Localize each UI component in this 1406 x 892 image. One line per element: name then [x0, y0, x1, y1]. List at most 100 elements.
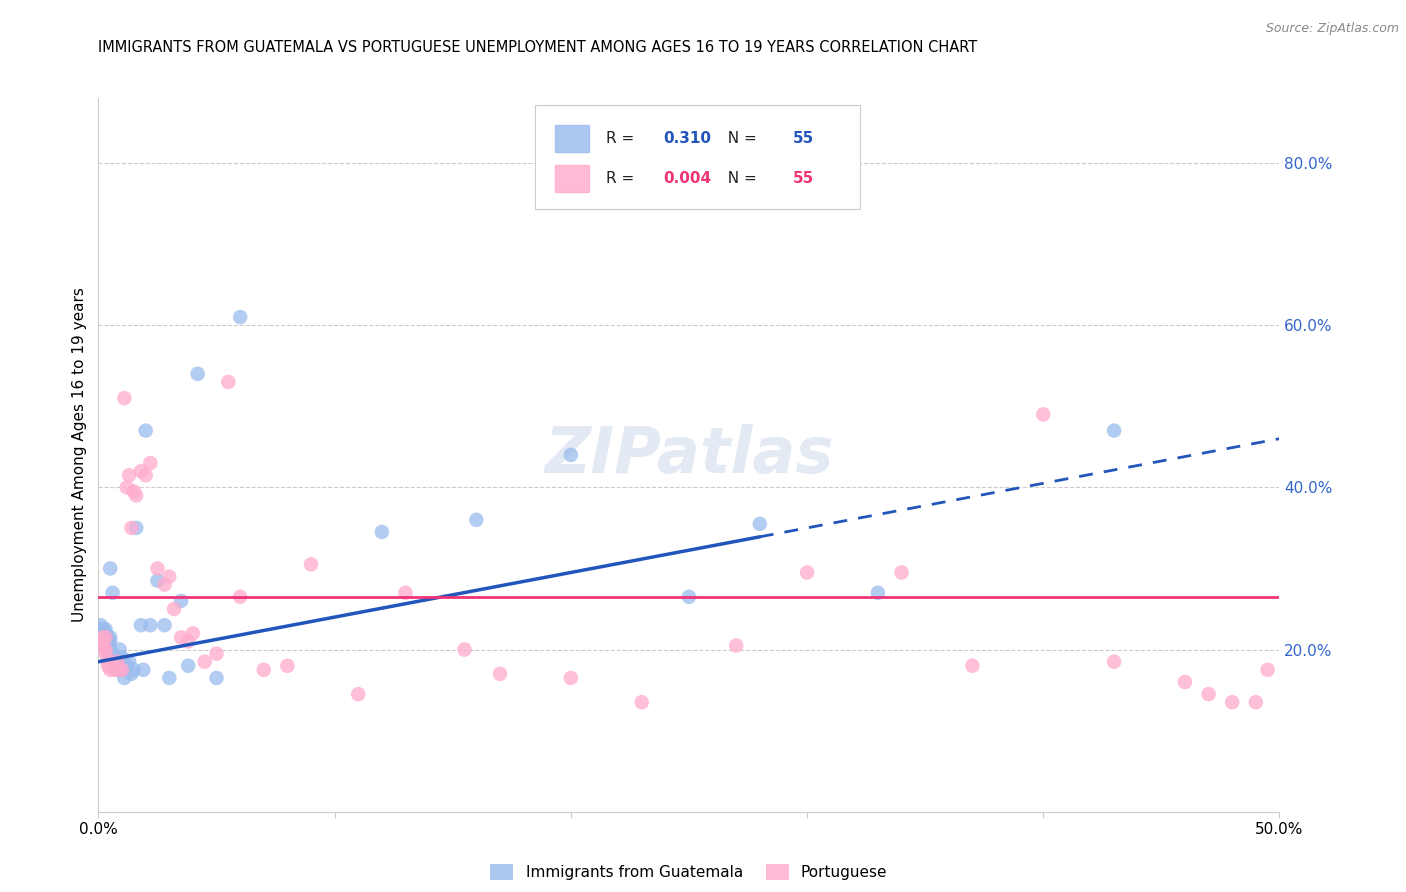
Immigrants from Guatemala — [371, 524, 394, 539]
Portuguese — [108, 663, 131, 677]
Portuguese — [1032, 408, 1054, 422]
Immigrants from Guatemala — [98, 642, 121, 657]
Portuguese — [121, 521, 143, 535]
Immigrants from Guatemala — [170, 594, 193, 608]
Immigrants from Guatemala — [97, 647, 120, 661]
Immigrants from Guatemala — [90, 618, 112, 632]
Immigrants from Guatemala — [111, 650, 134, 665]
Immigrants from Guatemala — [122, 663, 145, 677]
Immigrants from Guatemala — [678, 590, 700, 604]
Immigrants from Guatemala — [105, 663, 128, 677]
Portuguese — [115, 480, 138, 494]
Portuguese — [125, 488, 148, 502]
Immigrants from Guatemala — [157, 671, 180, 685]
FancyBboxPatch shape — [536, 105, 860, 209]
Immigrants from Guatemala — [94, 626, 117, 640]
Portuguese — [91, 631, 114, 645]
Text: 55: 55 — [793, 171, 814, 186]
Immigrants from Guatemala — [139, 618, 162, 632]
Portuguese — [118, 468, 141, 483]
Portuguese — [98, 663, 121, 677]
Portuguese — [105, 655, 128, 669]
Portuguese — [97, 655, 120, 669]
Text: N =: N = — [718, 130, 762, 145]
Immigrants from Guatemala — [135, 424, 157, 438]
Portuguese — [1198, 687, 1220, 701]
Immigrants from Guatemala — [94, 634, 117, 648]
Portuguese — [153, 577, 176, 591]
Legend: Immigrants from Guatemala, Portuguese: Immigrants from Guatemala, Portuguese — [484, 858, 894, 886]
Immigrants from Guatemala — [108, 642, 131, 657]
Immigrants from Guatemala — [205, 671, 228, 685]
Portuguese — [112, 391, 135, 405]
Immigrants from Guatemala — [98, 561, 121, 575]
Text: N =: N = — [718, 171, 762, 186]
Portuguese — [962, 658, 984, 673]
Immigrants from Guatemala — [97, 634, 120, 648]
Portuguese — [1220, 695, 1243, 709]
Immigrants from Guatemala — [112, 671, 135, 685]
Immigrants from Guatemala — [105, 658, 128, 673]
Immigrants from Guatemala — [125, 521, 148, 535]
Text: R =: R = — [606, 130, 640, 145]
Immigrants from Guatemala — [90, 622, 112, 636]
Immigrants from Guatemala — [97, 639, 120, 653]
Immigrants from Guatemala — [560, 448, 582, 462]
Immigrants from Guatemala — [111, 655, 134, 669]
Text: 0.004: 0.004 — [664, 171, 711, 186]
Immigrants from Guatemala — [98, 634, 121, 648]
Text: IMMIGRANTS FROM GUATEMALA VS PORTUGUESE UNEMPLOYMENT AMONG AGES 16 TO 19 YEARS C: IMMIGRANTS FROM GUATEMALA VS PORTUGUESE … — [98, 40, 977, 55]
Portuguese — [122, 484, 145, 499]
Immigrants from Guatemala — [91, 626, 114, 640]
Portuguese — [194, 655, 217, 669]
Portuguese — [489, 666, 512, 681]
Immigrants from Guatemala — [94, 622, 117, 636]
Bar — [555, 125, 589, 152]
Portuguese — [170, 631, 193, 645]
Immigrants from Guatemala — [101, 647, 124, 661]
Immigrants from Guatemala — [91, 634, 114, 648]
Immigrants from Guatemala — [91, 639, 114, 653]
Portuguese — [890, 566, 912, 580]
Text: 55: 55 — [793, 130, 814, 145]
Immigrants from Guatemala — [229, 310, 252, 324]
Immigrants from Guatemala — [866, 586, 889, 600]
Immigrants from Guatemala — [177, 658, 200, 673]
Portuguese — [97, 658, 120, 673]
Portuguese — [94, 642, 117, 657]
Portuguese — [111, 663, 134, 677]
Immigrants from Guatemala — [90, 631, 112, 645]
Portuguese — [177, 634, 200, 648]
Immigrants from Guatemala — [118, 655, 141, 669]
Portuguese — [725, 639, 748, 653]
Immigrants from Guatemala — [748, 516, 770, 531]
Portuguese — [157, 569, 180, 583]
Portuguese — [104, 663, 127, 677]
Portuguese — [630, 695, 652, 709]
Immigrants from Guatemala — [146, 574, 169, 588]
Immigrants from Guatemala — [1102, 424, 1125, 438]
Immigrants from Guatemala — [91, 631, 114, 645]
Portuguese — [1102, 655, 1125, 669]
Immigrants from Guatemala — [104, 650, 127, 665]
Portuguese — [139, 456, 162, 470]
Portuguese — [560, 671, 582, 685]
Immigrants from Guatemala — [153, 618, 176, 632]
Portuguese — [347, 687, 370, 701]
Portuguese — [1257, 663, 1279, 677]
Portuguese — [181, 626, 204, 640]
Portuguese — [1244, 695, 1267, 709]
Portuguese — [101, 658, 124, 673]
Portuguese — [94, 631, 117, 645]
Portuguese — [90, 634, 112, 648]
Immigrants from Guatemala — [129, 618, 152, 632]
Immigrants from Guatemala — [132, 663, 155, 677]
Portuguese — [453, 642, 475, 657]
Text: 0.310: 0.310 — [664, 130, 711, 145]
Portuguese — [796, 566, 818, 580]
Portuguese — [394, 586, 416, 600]
Text: Source: ZipAtlas.com: Source: ZipAtlas.com — [1265, 22, 1399, 36]
Portuguese — [1174, 675, 1197, 690]
Portuguese — [146, 561, 169, 575]
Immigrants from Guatemala — [98, 631, 121, 645]
